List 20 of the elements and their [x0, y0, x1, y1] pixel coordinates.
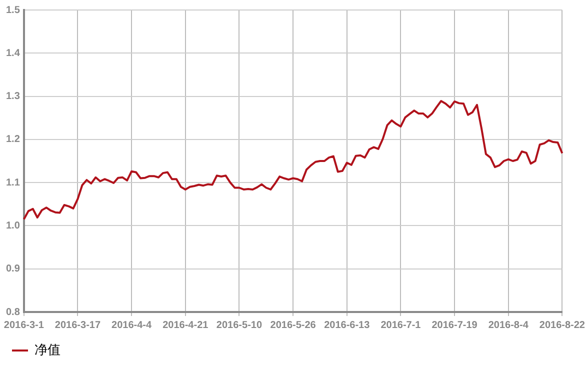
y-tick-label: 1.4: [6, 48, 20, 59]
y-tick-label: 1.5: [6, 4, 20, 16]
y-tick-label: 1.0: [6, 220, 20, 232]
y-tick-label: 0.9: [6, 264, 20, 275]
x-tick-label: 2016-8-22: [539, 320, 586, 331]
x-tick-label: 2016-7-1: [380, 320, 422, 331]
x-tick-label: 2016-7-19: [432, 320, 478, 331]
y-tick-label: 1.2: [6, 134, 20, 146]
y-tick-label: 1.1: [6, 177, 20, 188]
x-tick-label: 2016-3-1: [4, 320, 44, 331]
y-tick-label: 0.8: [6, 306, 20, 318]
y-tick-label: 1.3: [6, 91, 20, 102]
x-tick-label: 2016-4-4: [112, 320, 152, 331]
x-tick-label: 2016-4-21: [162, 320, 209, 331]
x-tick-label: 2016-5-26: [270, 320, 316, 331]
x-tick-label: 2016-3-17: [54, 320, 101, 331]
x-tick-label: 2016-6-13: [324, 320, 370, 331]
legend-label: 净值: [34, 342, 60, 358]
x-tick-label: 2016-8-4: [488, 320, 529, 331]
x-tick-label: 2016-5-10: [216, 320, 262, 331]
